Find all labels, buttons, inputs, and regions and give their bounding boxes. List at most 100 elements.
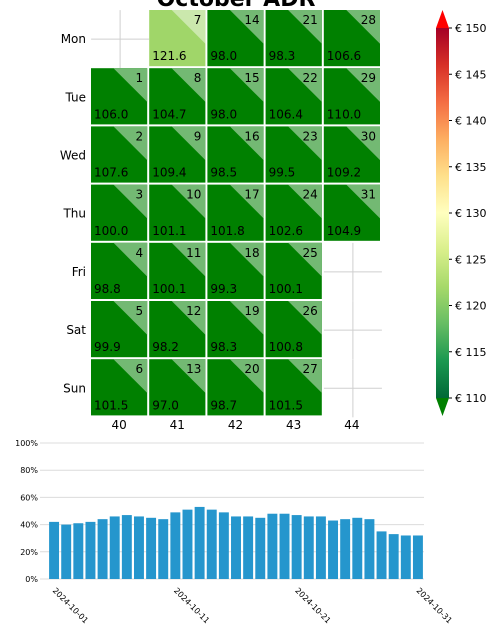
colorbar-tick-label: € 130 bbox=[455, 207, 487, 220]
heatmap-cell-value: 100.0 bbox=[94, 224, 128, 238]
heatmap-cell: 2 107.6 bbox=[91, 126, 148, 183]
colorbar-tick-label: € 115 bbox=[455, 346, 487, 359]
colorbar-tick-label: € 125 bbox=[455, 253, 487, 266]
heatmap-cell: 12 98.2 bbox=[149, 301, 206, 358]
bar-xtick-label: 2024-10-21 bbox=[293, 586, 332, 624]
bar bbox=[206, 509, 217, 579]
heatmap-cells: 1106.02107.63100.0498.8599.96101.57121.6… bbox=[91, 10, 380, 416]
colorbar-tick-label: € 120 bbox=[455, 300, 487, 313]
heatmap-cell-value: 98.5 bbox=[210, 166, 237, 180]
bar bbox=[97, 519, 108, 579]
heatmap-row-label: Wed bbox=[60, 149, 86, 163]
colorbar-tick-label: € 135 bbox=[455, 161, 487, 174]
colorbar-tick-label: € 140 bbox=[455, 115, 487, 128]
heatmap-cell-day: 2 bbox=[136, 129, 144, 143]
bar bbox=[133, 516, 144, 579]
heatmap-cell: 498.8 bbox=[91, 242, 148, 299]
heatmap-cell-value: 121.6 bbox=[152, 49, 186, 63]
heatmap-cell-day: 10 bbox=[186, 188, 201, 202]
bar bbox=[400, 535, 411, 579]
bar bbox=[303, 516, 314, 579]
heatmap-cell: 23 99.5 bbox=[265, 126, 322, 183]
heatmap-cell-corner bbox=[171, 242, 206, 277]
heatmap-cell-value: 98.3 bbox=[210, 340, 237, 354]
colorbar: € 110 € 115 € 120 € 125 € 130 € 135 € 140 € 145… bbox=[436, 10, 487, 416]
heatmap-cell: 22 106.4 bbox=[265, 68, 322, 125]
heatmap-cell-corner bbox=[113, 184, 148, 219]
heatmap-cell-day: 18 bbox=[244, 246, 259, 260]
bar bbox=[279, 513, 290, 579]
heatmap-cell-corner bbox=[113, 126, 148, 161]
heatmap-cell: 3 100.0 bbox=[91, 184, 148, 241]
heatmap-cell: 25 100.1 bbox=[265, 242, 322, 299]
heatmap-cell-corner bbox=[229, 126, 264, 161]
heatmap-cell-day: 14 bbox=[244, 13, 259, 27]
heatmap-cell-day: 15 bbox=[244, 71, 259, 85]
heatmap-cell-day: 28 bbox=[361, 13, 376, 27]
heatmap-cell-corner bbox=[288, 184, 322, 219]
heatmap-cell: 17 101.8 bbox=[207, 184, 264, 241]
heatmap-cell-value: 99.5 bbox=[269, 166, 296, 180]
heatmap-cell-value: 100.1 bbox=[269, 282, 303, 296]
heatmap-cell: 28 106.6 bbox=[323, 10, 380, 67]
heatmap-empty-cell-lines bbox=[91, 10, 382, 418]
heatmap-cell: 18 99.3 bbox=[207, 242, 264, 299]
heatmap-cell: 599.9 bbox=[91, 301, 148, 358]
heatmap-row-label: Sat bbox=[66, 323, 86, 337]
heatmap-column-labels: 40 41 42 43 44 bbox=[111, 418, 359, 432]
bar bbox=[291, 515, 302, 579]
heatmap-row-label: Fri bbox=[72, 265, 86, 279]
heatmap-cell-corner bbox=[229, 242, 264, 277]
heatmap-column-label: 44 bbox=[344, 418, 359, 432]
heatmap-cell-day: 20 bbox=[244, 362, 259, 376]
heatmap-cell-value: 104.9 bbox=[327, 224, 361, 238]
heatmap-cell-value: 98.2 bbox=[152, 340, 179, 354]
heatmap-cell: 16 98.5 bbox=[207, 126, 264, 183]
heatmap-cell-corner bbox=[171, 68, 206, 102]
heatmap-cell-day: 6 bbox=[136, 362, 144, 376]
heatmap-cell-day: 19 bbox=[244, 304, 259, 318]
heatmap-cell-corner bbox=[288, 301, 322, 335]
heatmap-cell-corner bbox=[288, 242, 322, 277]
bar bbox=[85, 521, 96, 579]
heatmap-cell-day: 22 bbox=[303, 71, 318, 85]
heatmap-cell-value: 99.3 bbox=[210, 282, 237, 296]
bar bbox=[182, 509, 193, 579]
heatmap-cell: 1 106.0 bbox=[91, 68, 148, 125]
heatmap-cell-corner bbox=[229, 301, 264, 335]
bar bbox=[49, 521, 60, 579]
heatmap-cell-corner bbox=[171, 359, 206, 393]
heatmap-cell-corner bbox=[288, 359, 322, 393]
heatmap-column-label: 42 bbox=[228, 418, 243, 432]
heatmap-cell: 14 98.0 bbox=[207, 10, 264, 67]
heatmap-cell-corner bbox=[346, 10, 380, 44]
heatmap-cell-value: 106.4 bbox=[269, 107, 303, 121]
heatmap-cell: 15 98.0 bbox=[207, 68, 264, 125]
heatmap-cell-value: 101.1 bbox=[152, 224, 186, 238]
bar bbox=[73, 523, 84, 579]
heatmap-row-label: Sun bbox=[63, 381, 86, 395]
heatmap-title: October ADR bbox=[157, 0, 316, 12]
heatmap-cell-corner bbox=[229, 359, 264, 393]
heatmap-cell-value: 102.6 bbox=[269, 224, 303, 238]
heatmap-cell-value: 100.1 bbox=[152, 282, 186, 296]
heatmap-row-label: Thu bbox=[62, 207, 86, 221]
heatmap-cell: 20 98.7 bbox=[207, 359, 264, 416]
heatmap-cell-corner bbox=[288, 68, 322, 102]
bar-xtick-label: 2024-10-11 bbox=[172, 586, 211, 624]
colorbar-tick-label: € 110 bbox=[455, 392, 487, 405]
bar-ytick-label: 40% bbox=[20, 521, 38, 530]
heatmap-cell-corner bbox=[171, 126, 206, 161]
colorbar-gradient bbox=[436, 28, 449, 398]
bar bbox=[364, 519, 375, 579]
heatmap-cell-day: 23 bbox=[303, 129, 318, 143]
heatmap-cell-value: 98.7 bbox=[210, 398, 237, 412]
bar bbox=[158, 519, 169, 579]
heatmap-cell-value: 104.7 bbox=[152, 107, 186, 121]
heatmap-cell-day: 17 bbox=[244, 188, 259, 202]
heatmap-cell: 27 101.5 bbox=[265, 359, 322, 416]
heatmap-column-label: 40 bbox=[111, 418, 126, 432]
heatmap-cell-corner bbox=[229, 184, 264, 219]
heatmap-cell-day: 9 bbox=[194, 129, 202, 143]
heatmap-cell-corner bbox=[171, 301, 206, 335]
